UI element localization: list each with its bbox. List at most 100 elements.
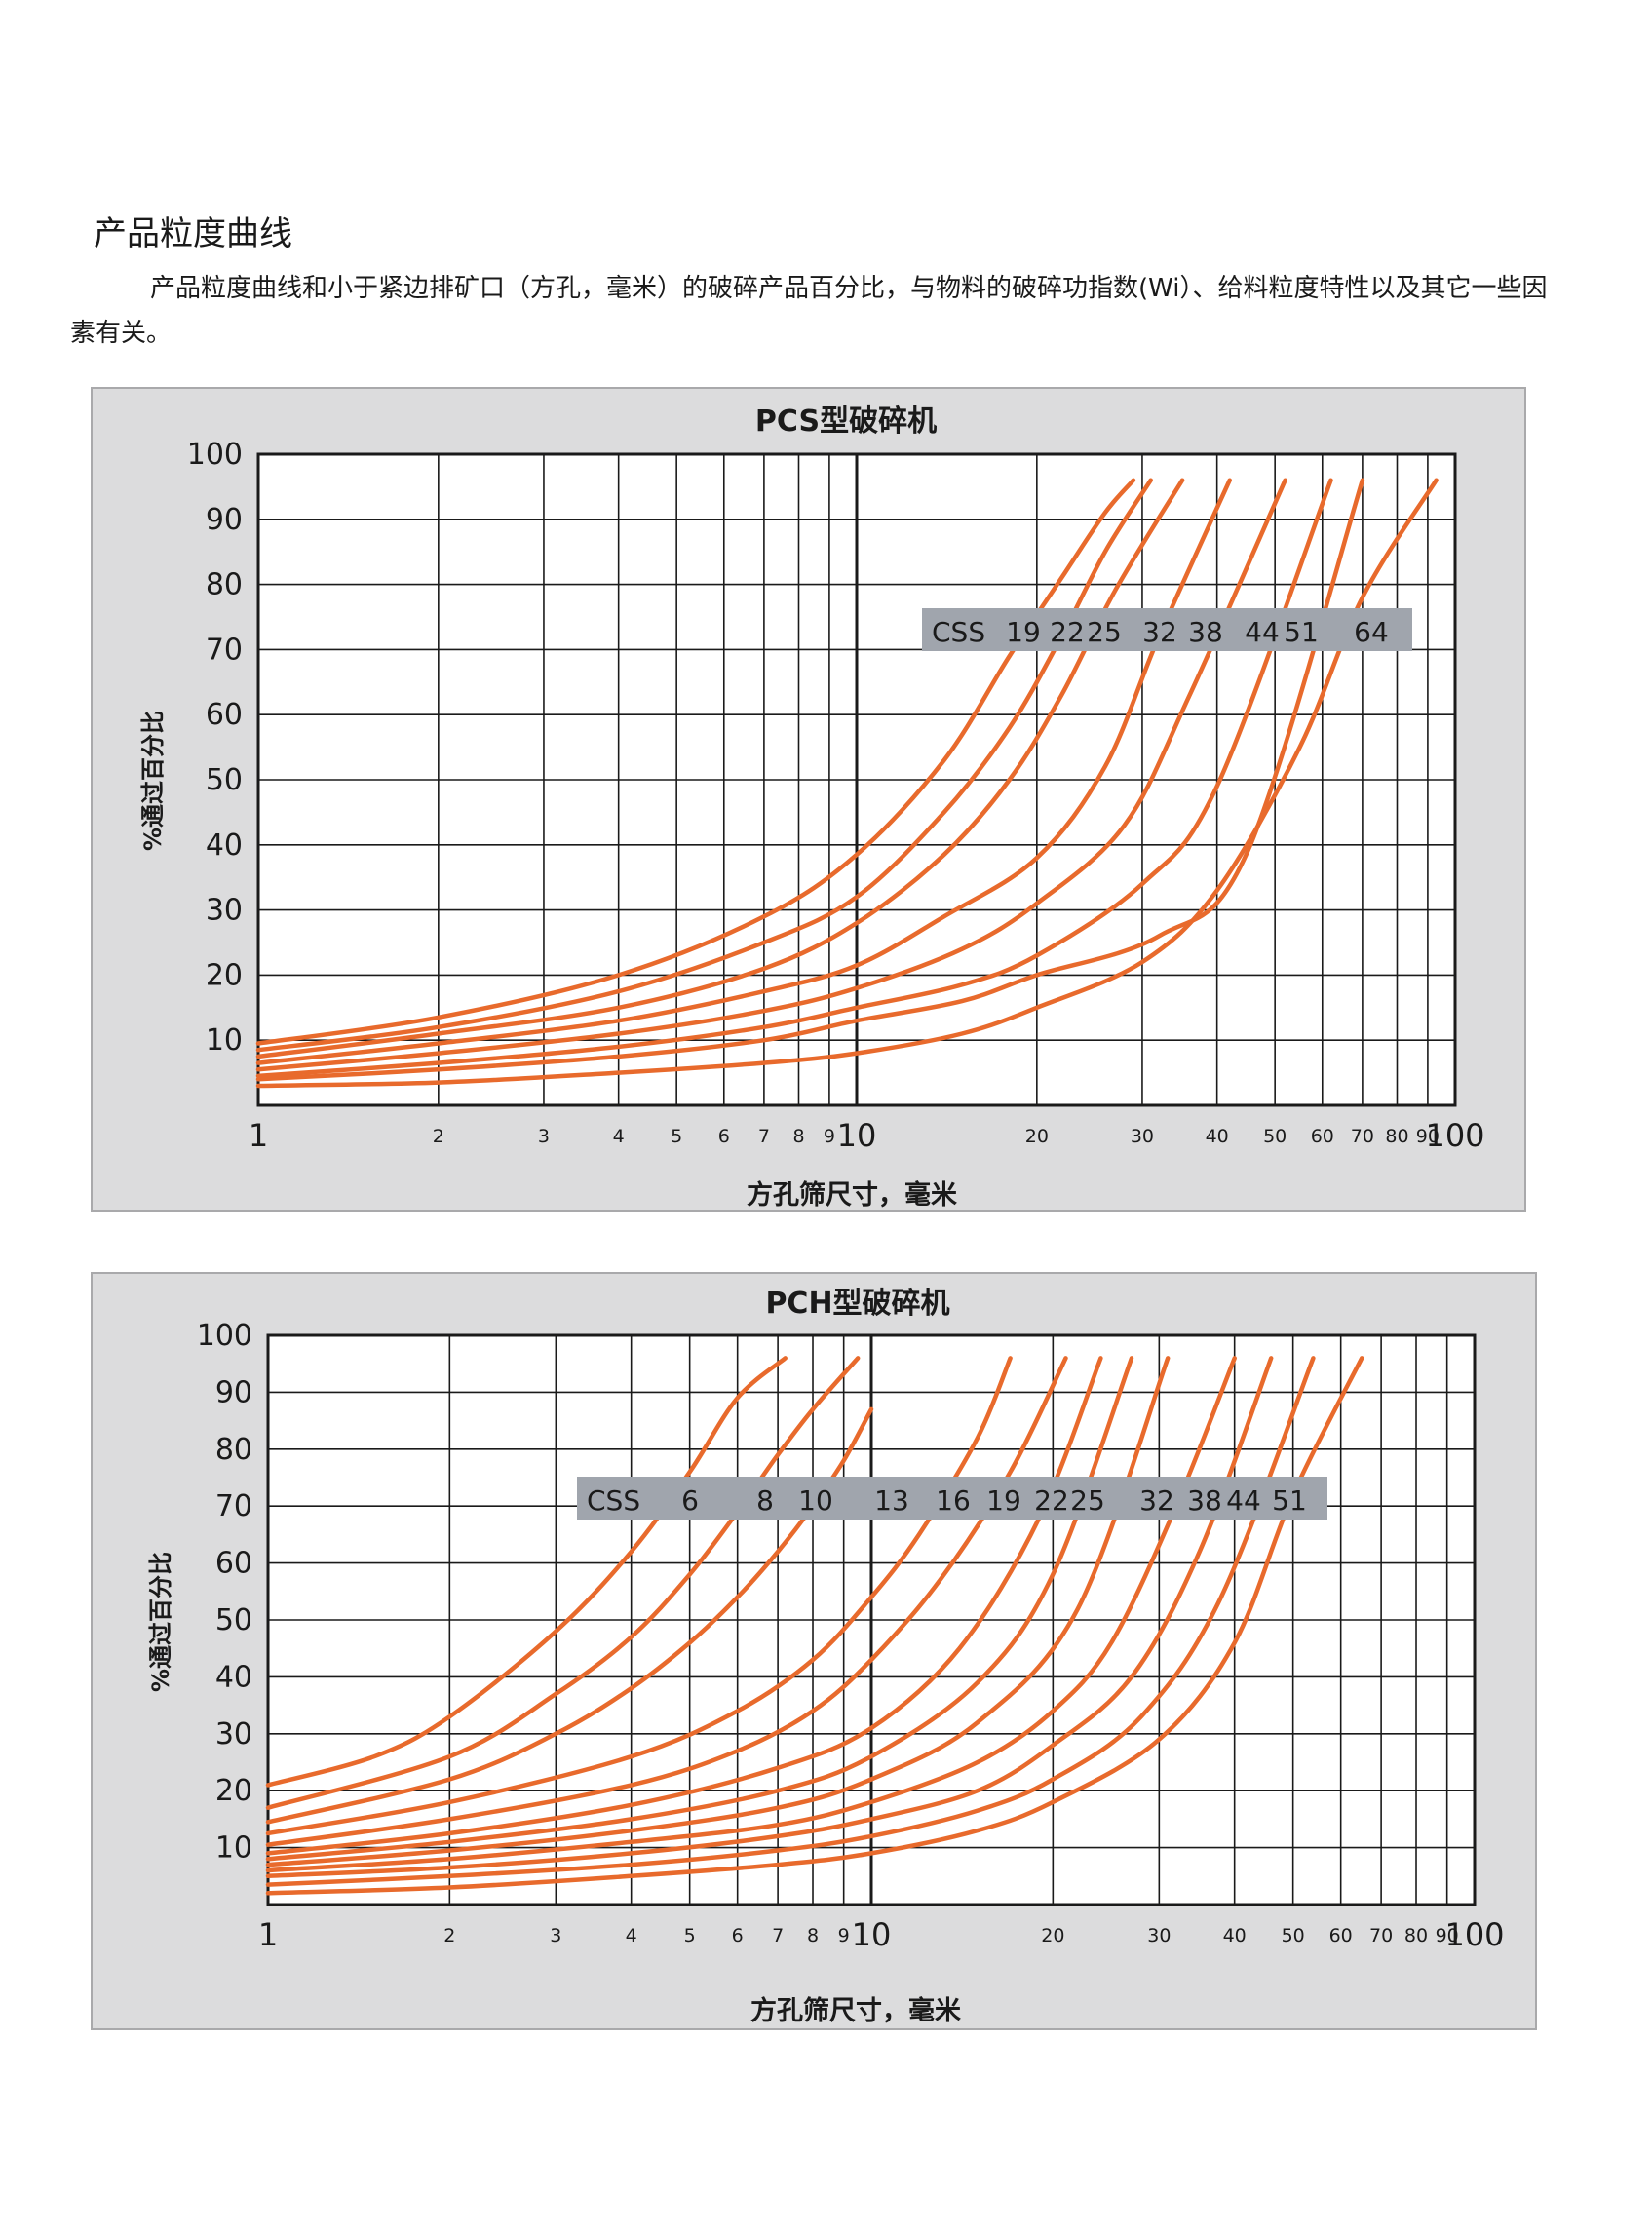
plot-frame xyxy=(256,452,1457,1107)
x-tick-label: 6 xyxy=(718,1126,730,1147)
css-value-19: 19 xyxy=(1006,616,1041,648)
y-tick-label: 90 xyxy=(206,503,243,537)
y-tick-label: 10 xyxy=(215,1831,252,1866)
series-line-22 xyxy=(265,1356,1134,1862)
css-value-25: 25 xyxy=(1087,616,1122,648)
x-tick-label: 30 xyxy=(1131,1126,1154,1147)
y-tick-label: 80 xyxy=(206,568,243,602)
x-tick-label: 20 xyxy=(1041,1925,1064,1946)
y-tick-label: 60 xyxy=(206,698,243,732)
css-value-32: 32 xyxy=(1139,1484,1174,1517)
y-tick-label: 40 xyxy=(215,1660,252,1694)
y-tick-label: 60 xyxy=(215,1547,252,1581)
series-line-25 xyxy=(265,1356,1171,1867)
css-value-38: 38 xyxy=(1187,1484,1222,1517)
x-tick-label: 8 xyxy=(792,1126,804,1147)
css-value-16: 16 xyxy=(936,1484,971,1517)
y-tick-label: 10 xyxy=(206,1023,243,1058)
pcs-chart-panel: 10 20 30 40 50 60 70 80 90 100 1 2 3 4 5 6 7 8 9 10 20 30 40 50… xyxy=(91,387,1526,1212)
series-line-38 xyxy=(255,478,1287,1072)
series-line-44 xyxy=(255,478,1333,1079)
y-tick-label: 100 xyxy=(197,1319,252,1353)
x-tick-label: 80 xyxy=(1404,1925,1428,1946)
x-tick-label: 8 xyxy=(807,1925,819,1946)
y-tick-label: 70 xyxy=(215,1489,252,1523)
css-value-19: 19 xyxy=(986,1484,1021,1517)
css-value-64: 64 xyxy=(1354,616,1389,648)
x-tick-label: 4 xyxy=(613,1126,625,1147)
y-tick-label: 70 xyxy=(206,633,243,667)
x-tick-label: 10 xyxy=(852,1916,892,1953)
x-tick-label: 70 xyxy=(1369,1925,1393,1946)
x-tick-label: 5 xyxy=(671,1126,682,1147)
pch-chart-panel: 10 20 30 40 50 60 70 80 90 100 1 2 3 4 5 6 7 8 9 10 20 30 40 50… xyxy=(91,1272,1537,2030)
y-tick-label: 30 xyxy=(206,894,243,928)
x-axis-label: 方孔筛尺寸，毫米 xyxy=(750,1995,961,2026)
series-line-38 xyxy=(265,1356,1274,1879)
y-tick-label: 90 xyxy=(215,1375,252,1409)
css-value-6: 6 xyxy=(681,1484,699,1517)
y-tick-label: 20 xyxy=(215,1774,252,1808)
x-tick-label: 7 xyxy=(772,1925,784,1946)
y-axis-label: %通过百分比 xyxy=(139,711,167,851)
x-tick-label: 2 xyxy=(433,1126,444,1147)
css-value-22: 22 xyxy=(1050,616,1085,648)
css-value-25: 25 xyxy=(1070,1484,1105,1517)
css-value-13: 13 xyxy=(874,1484,909,1517)
y-tick-label: 30 xyxy=(215,1717,252,1752)
chart-title: PCH型破碎机 xyxy=(765,1287,949,1321)
x-tick-label: 6 xyxy=(732,1925,744,1946)
css-value-32: 32 xyxy=(1142,616,1177,648)
css-value-44: 44 xyxy=(1226,1484,1261,1517)
y-tick-label: 50 xyxy=(215,1603,252,1637)
css-label: CSS xyxy=(587,1484,640,1517)
x-tick-label: 50 xyxy=(1282,1925,1305,1946)
x-tick-label: 3 xyxy=(550,1925,561,1946)
x-tick-label: 100 xyxy=(1444,1916,1504,1953)
css-value-10: 10 xyxy=(798,1484,833,1517)
x-tick-label: 100 xyxy=(1425,1117,1484,1154)
y-tick-label: 80 xyxy=(215,1433,252,1467)
css-label: CSS xyxy=(932,616,985,648)
x-tick-label: 3 xyxy=(538,1126,550,1147)
series-line-19 xyxy=(255,478,1136,1046)
x-tick-label: 5 xyxy=(684,1925,696,1946)
series-line-32 xyxy=(255,478,1232,1065)
x-tick-label: 60 xyxy=(1329,1925,1353,1946)
css-label-box xyxy=(577,1477,1327,1520)
chart-title: PCS型破碎机 xyxy=(755,404,937,439)
css-value-8: 8 xyxy=(756,1484,774,1517)
y-tick-label: 40 xyxy=(206,828,243,863)
x-tick-label: 9 xyxy=(824,1126,835,1147)
x-tick-label: 2 xyxy=(443,1925,455,1946)
css-value-38: 38 xyxy=(1188,616,1223,648)
series-line-32 xyxy=(265,1356,1237,1873)
series-line-6 xyxy=(265,1356,788,1788)
x-tick-label: 90 xyxy=(1436,1925,1459,1946)
series-line-51 xyxy=(265,1356,1364,1896)
series-line-64 xyxy=(255,478,1439,1089)
x-tick-label: 50 xyxy=(1263,1126,1287,1147)
css-value-44: 44 xyxy=(1245,616,1280,648)
series-line-8 xyxy=(265,1356,861,1810)
x-tick-label: 10 xyxy=(837,1117,877,1154)
series-line-19 xyxy=(265,1356,1103,1856)
x-tick-label: 60 xyxy=(1311,1126,1334,1147)
x-tick-label: 9 xyxy=(838,1925,850,1946)
x-tick-label: 40 xyxy=(1206,1126,1229,1147)
x-tick-label: 7 xyxy=(758,1126,770,1147)
y-tick-label: 50 xyxy=(206,763,243,797)
series-line-44 xyxy=(265,1356,1316,1887)
x-tick-label: 90 xyxy=(1416,1126,1440,1147)
x-tick-label: 80 xyxy=(1385,1126,1408,1147)
css-value-22: 22 xyxy=(1034,1484,1069,1517)
x-tick-label: 70 xyxy=(1351,1126,1374,1147)
series-line-51 xyxy=(255,478,1365,1082)
x-tick-label: 20 xyxy=(1025,1126,1049,1147)
y-axis-label: %通过百分比 xyxy=(147,1552,174,1692)
css-value-51: 51 xyxy=(1272,1484,1307,1517)
x-tick-label: 1 xyxy=(249,1117,268,1154)
x-tick-label: 30 xyxy=(1147,1925,1171,1946)
